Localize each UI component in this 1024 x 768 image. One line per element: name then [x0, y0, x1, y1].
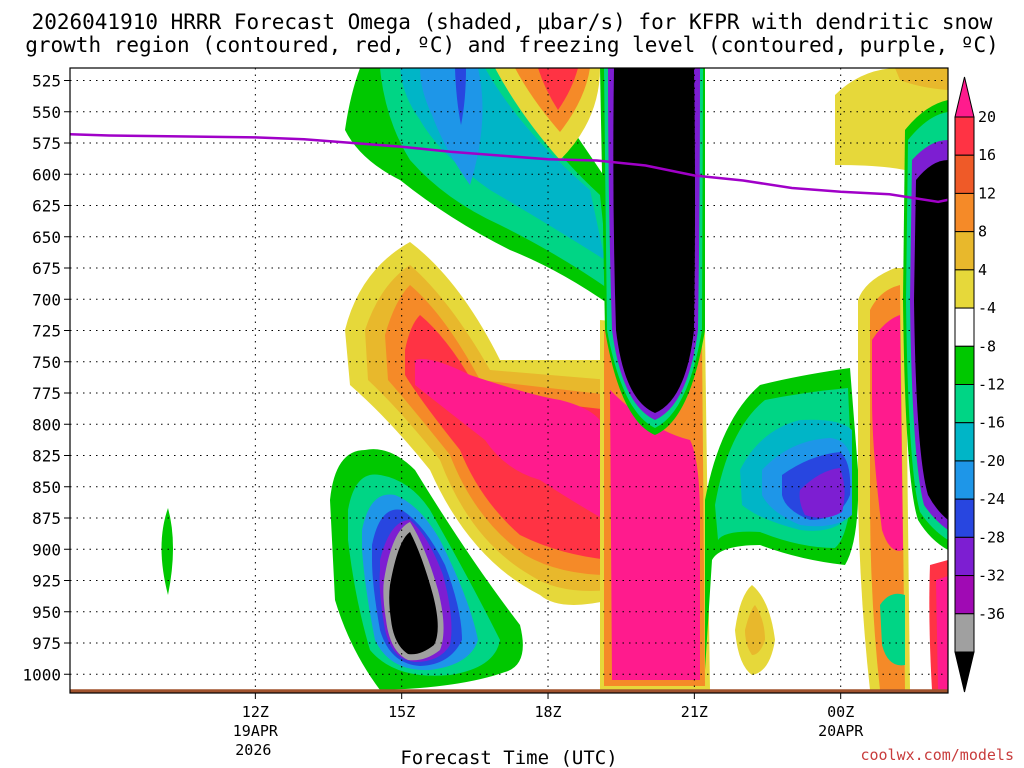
omega-region-positive-right-edge-pink	[936, 576, 948, 690]
colorbar-label: -12	[978, 376, 1005, 394]
x-tick-date: 20APR	[818, 722, 864, 740]
omega-region-negative-00z-purple	[799, 468, 845, 518]
colorbar-band	[954, 307, 975, 347]
y-tick-label: 1000	[22, 665, 61, 684]
y-tick-label: 950	[32, 603, 61, 622]
y-axis: 525 550 575 600 625 650 675 700 725 750 775 800 825 8…	[22, 72, 70, 684]
colorbar-band	[954, 116, 975, 156]
y-tick-label: 800	[32, 415, 61, 434]
colorbar-label: -16	[978, 414, 1005, 432]
omega-region-positive-upper-right-orange	[895, 68, 948, 90]
colorbar-label: 8	[978, 223, 987, 241]
y-tick-label: 550	[32, 103, 61, 122]
colorbar-label: 16	[978, 146, 996, 164]
x-tick-label: 00Z	[827, 703, 854, 721]
x-tick-label: 12Z	[242, 703, 269, 721]
y-tick-label: 700	[32, 290, 61, 309]
colorbar-label: -20	[978, 452, 1005, 470]
y-tick-label: 650	[32, 228, 61, 247]
chart-title-line2: growth region (contoured, red, ºC) and f…	[25, 33, 999, 57]
chart-title-line1: 2026041910 HRRR Forecast Omega (shaded, …	[32, 10, 993, 34]
colorbar-label: -32	[978, 567, 1005, 585]
omega-region-negative-upper-blue	[420, 68, 483, 185]
y-tick-label: 875	[32, 509, 61, 528]
omega-shading	[161, 68, 948, 690]
colorbar-band	[954, 536, 975, 577]
y-tick-label: 925	[32, 572, 61, 591]
colorbar-band	[954, 269, 975, 309]
ground-surface	[70, 689, 948, 693]
y-tick-label: 600	[32, 165, 61, 184]
y-tick-label: 725	[32, 322, 61, 341]
omega-region-negative-right-black	[914, 160, 948, 520]
gridlines	[70, 68, 948, 693]
colorbar-label: 4	[978, 261, 987, 279]
colorbar-label: -28	[978, 528, 1005, 546]
colorbar-label: -4	[978, 299, 996, 317]
y-tick-label: 850	[32, 478, 61, 497]
colorbar-band	[954, 613, 975, 653]
omega-region-positive-right-pink	[872, 315, 903, 551]
x-tick-date: 19APR	[233, 722, 279, 740]
colorbar-band	[954, 154, 975, 194]
x-tick-label: 18Z	[534, 703, 561, 721]
colorbar-label: -36	[978, 605, 1005, 623]
y-tick-label: 975	[32, 634, 61, 653]
colorbar-max-arrow	[954, 76, 975, 118]
y-tick-label: 525	[32, 72, 61, 91]
colorbar-band	[954, 192, 975, 233]
omega-region-negative-small-12z	[161, 508, 173, 595]
y-tick-label: 675	[32, 259, 61, 278]
colorbar-min-arrow	[954, 651, 975, 693]
y-tick-label: 775	[32, 384, 61, 403]
x-tick-label: 15Z	[388, 703, 415, 721]
omega-region-negative-column-black	[613, 68, 695, 413]
credit-text: coolwx.com/models	[860, 746, 1014, 764]
y-tick-label: 575	[32, 134, 61, 153]
omega-region-positive-top-red	[538, 68, 578, 110]
colorbar-band	[954, 498, 975, 538]
freezing-level-line	[70, 133, 948, 204]
omega-region-positive-column-pink	[610, 390, 700, 680]
colorbar-band	[954, 575, 975, 615]
colorbar-label: -24	[978, 490, 1005, 508]
colorbar-band	[954, 422, 975, 462]
colorbar-band	[954, 231, 975, 271]
colorbar-label: 12	[978, 184, 996, 202]
colorbar-band	[954, 345, 975, 385]
colorbar-label: -8	[978, 337, 996, 355]
y-tick-label: 900	[32, 540, 61, 559]
colorbar: 20 16 12 8 4 -4 -8 -12 -16 -20 -24 -28 -32 -36	[954, 76, 1005, 693]
x-tick-label: 21Z	[681, 703, 708, 721]
omega-region-positive-mid-pink	[415, 359, 605, 520]
x-tick-year: 2026	[235, 741, 271, 759]
y-tick-label: 625	[32, 197, 61, 216]
colorbar-band	[954, 384, 975, 424]
x-axis-title: Forecast Time (UTC)	[400, 747, 617, 768]
colorbar-band	[954, 460, 975, 500]
y-tick-label: 825	[32, 447, 61, 466]
omega-region-negative-right-blob	[880, 593, 905, 666]
y-tick-label: 750	[32, 353, 61, 372]
colorbar-label: 20	[978, 108, 996, 126]
omega-region-negative-upper-navy	[455, 68, 466, 125]
plot-frame	[69, 67, 949, 694]
